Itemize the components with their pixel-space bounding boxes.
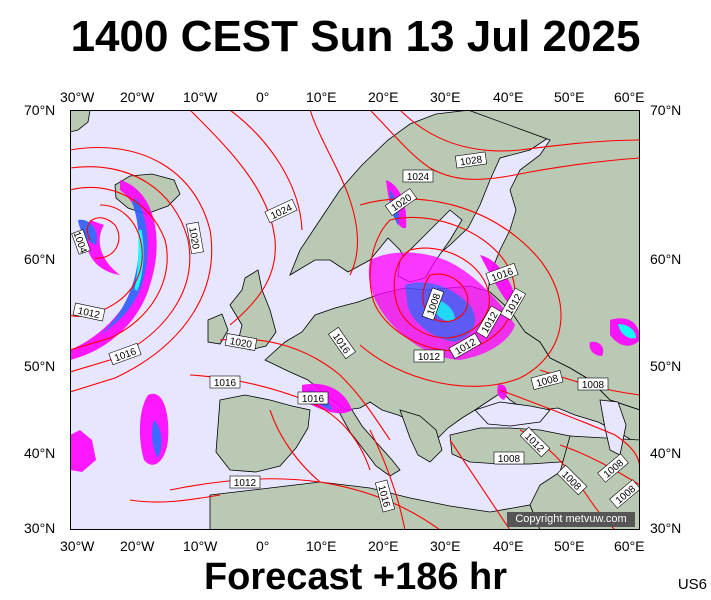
lat-tick-right: 70°N xyxy=(650,102,682,118)
lat-tick-right: 50°N xyxy=(650,358,682,374)
lon-tick-bottom: 30°W xyxy=(60,538,95,554)
svg-text:1012: 1012 xyxy=(77,306,101,321)
svg-text:1008: 1008 xyxy=(582,380,605,391)
page-title: 1400 CEST Sun 13 Jul 2025 xyxy=(70,12,641,61)
lon-tick-bottom: 60°E xyxy=(614,538,645,554)
model-code: US6 xyxy=(677,576,707,593)
svg-text:1012: 1012 xyxy=(234,478,257,489)
svg-text:1028: 1028 xyxy=(459,154,483,168)
lon-tick-top: 0° xyxy=(256,89,270,105)
isobar-label: 1020 xyxy=(224,333,258,351)
lon-tick-top: 20°E xyxy=(368,89,399,105)
lon-tick-top: 40°E xyxy=(493,89,524,105)
lat-tick-right: 60°N xyxy=(650,251,682,267)
lon-tick-top: 20°W xyxy=(120,89,155,105)
copyright-label: Copyright metvuw.com xyxy=(507,512,635,527)
svg-text:1016: 1016 xyxy=(214,378,237,389)
isobar-label: 1020 xyxy=(186,221,204,255)
svg-text:1020: 1020 xyxy=(229,336,253,351)
isobar-label: 1008 xyxy=(493,451,525,465)
lon-tick-bottom: 10°W xyxy=(183,538,218,554)
svg-text:1016: 1016 xyxy=(302,394,325,405)
isobar-label: 1012 xyxy=(72,302,106,322)
isobar-label: 1016 xyxy=(209,375,241,389)
lon-tick-bottom: 20°E xyxy=(368,538,399,554)
svg-text:1020: 1020 xyxy=(186,226,201,250)
isobar-label: 1028 xyxy=(454,151,488,168)
isobar-label: 1012 xyxy=(229,475,261,489)
land xyxy=(70,110,640,530)
lon-tick-top: 10°E xyxy=(306,89,337,105)
isobar-label: 1024 xyxy=(264,198,298,224)
lon-tick-top: 10°W xyxy=(183,89,218,105)
lon-tick-bottom: 30°E xyxy=(430,538,461,554)
lat-tick-left: 40°N xyxy=(24,445,56,461)
isobar-label: 1008 xyxy=(577,377,609,391)
isobar-label: 1024 xyxy=(402,169,434,183)
lat-tick-left: 30°N xyxy=(24,520,56,536)
svg-text:1024: 1024 xyxy=(407,172,430,183)
lon-tick-bottom: 0° xyxy=(256,538,270,554)
lat-tick-right: 30°N xyxy=(650,520,682,536)
lon-tick-bottom: 40°E xyxy=(493,538,524,554)
isobar-label: 1012 xyxy=(413,349,445,363)
svg-text:1012: 1012 xyxy=(418,352,441,363)
lat-tick-left: 60°N xyxy=(24,251,56,267)
lat-tick-right: 40°N xyxy=(650,445,682,461)
forecast-map: 1028 1024 1024 1020 1020 1004 1012 1016 … xyxy=(70,110,640,530)
lon-tick-bottom: 20°W xyxy=(120,538,155,554)
svg-text:1008: 1008 xyxy=(498,454,521,465)
lon-tick-top: 30°W xyxy=(60,89,95,105)
forecast-label: Forecast +186 hr xyxy=(203,556,508,598)
lon-tick-top: 30°E xyxy=(430,89,461,105)
isobar-label: 1016 xyxy=(297,391,329,405)
lon-tick-bottom: 10°E xyxy=(306,538,337,554)
lon-tick-bottom: 50°E xyxy=(554,538,585,554)
lat-tick-left: 50°N xyxy=(24,358,56,374)
map-frame xyxy=(70,110,640,530)
lon-tick-top: 60°E xyxy=(614,89,645,105)
lat-tick-left: 70°N xyxy=(24,102,56,118)
lon-tick-top: 50°E xyxy=(554,89,585,105)
